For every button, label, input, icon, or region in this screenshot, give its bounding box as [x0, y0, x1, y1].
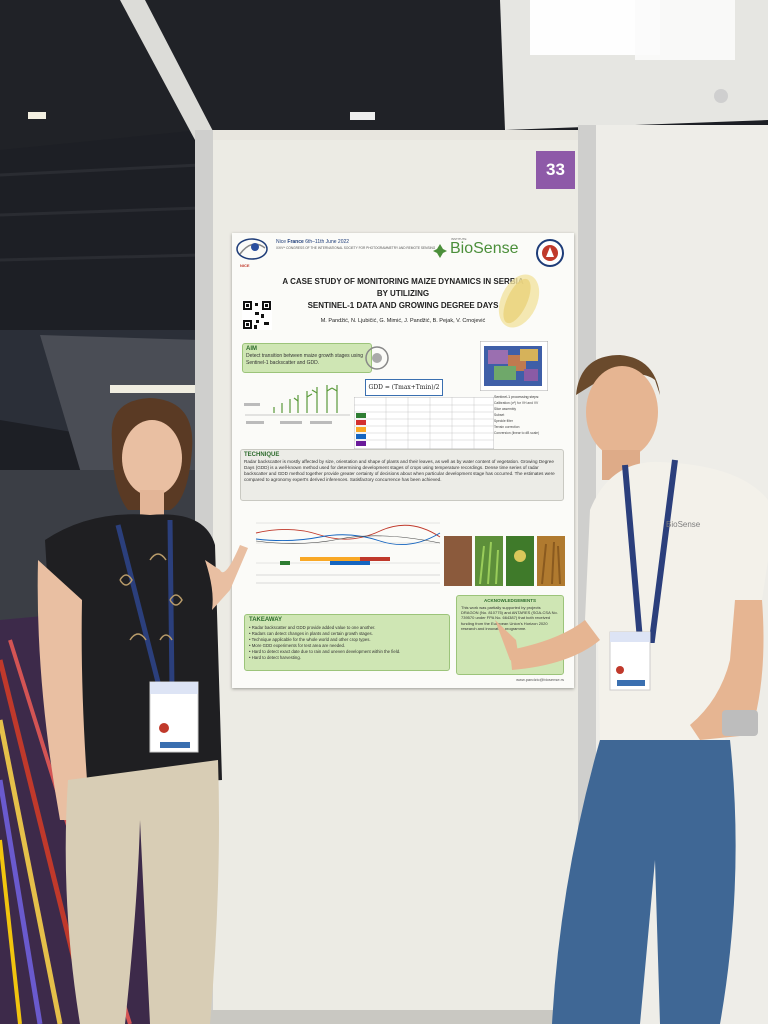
takeaway-list: • Radar backscatter and GDD provide adde…	[249, 625, 447, 661]
booth-number-badge: 33	[536, 151, 575, 189]
institute-label: INSTITUTE	[451, 237, 467, 241]
technique-heading: TECHNIQUE	[244, 452, 280, 458]
backscatter-timeseries-figure	[250, 513, 446, 603]
aim-text: Detect transition between maize growth s…	[246, 353, 364, 366]
takeaway-item: • Hard to detect exact date due to rain …	[249, 649, 401, 654]
sentinel-step: Terrain correction	[494, 425, 520, 429]
poster-title-line1: A CASE STUDY OF MONITORING MAIZE DYNAMIC…	[282, 277, 524, 286]
sentinel-step: Calibration (σ⁰) for VH and VV	[494, 401, 539, 405]
takeaway-section: TAKEAWAY • Radar backscatter and GDD pro…	[244, 614, 450, 671]
acknowledgements-text: This work was partially supported by pro…	[461, 605, 558, 631]
growth-stages-figure	[244, 385, 350, 424]
qr-code-icon	[242, 300, 272, 330]
maize-cob-illustration	[498, 274, 540, 328]
aim-section: AIM Detect transition between maize grow…	[242, 343, 372, 373]
takeaway-item: • Radar backscatter and GDD provide adde…	[249, 625, 376, 630]
poster-title-line3: SENTINEL-1 DATA AND GROWING DEGREE DAYS	[307, 301, 499, 310]
conference-logo	[236, 238, 268, 260]
poster-authors: M. Pandžić, N. Ljubičić, G. Mimić, J. Pa…	[320, 318, 486, 324]
conference-line: XXIVᵗʰ CONGRESS OF THE INTERNATIONAL SOC…	[276, 246, 436, 250]
conference-logo-city: NICE	[240, 263, 250, 268]
conference-poster: Nice France 6th–11th June 2022 XXIVᵗʰ CO…	[232, 233, 574, 688]
crop-photos-strip	[444, 536, 565, 586]
sentinel-steps-heading: Sentinel-1 processing steps:	[494, 395, 540, 399]
takeaway-item: • Technique applicable for the whole wor…	[249, 637, 371, 642]
biosense-leaf-icon	[433, 244, 447, 258]
university-seal-icon	[536, 239, 564, 267]
takeaway-item: • Hard to detect harvesting.	[249, 655, 301, 660]
sentinel-step: Conversion (linear to dB scale)	[494, 431, 540, 435]
contact-email: www.pandzic@biosense.rs	[516, 677, 564, 682]
takeaway-item: • More GDD experiments for test area are…	[249, 643, 346, 648]
sentinel-steps-list: Sentinel-1 processing steps: Calibration…	[494, 395, 569, 435]
technique-text: Radar backscatter is mostly affected by …	[244, 459, 555, 482]
poster-title-line2: BY UTILIZING	[376, 289, 430, 298]
takeaway-heading: TAKEAWAY	[249, 617, 283, 623]
shirt-logo: BioSense	[666, 520, 701, 529]
aim-heading: AIM	[246, 346, 257, 352]
sentinel-step: Speckle filter	[494, 419, 513, 423]
sentinel-step: Slice assembly	[494, 407, 516, 411]
takeaway-item: • Radars can detect changes in plants an…	[249, 631, 373, 636]
conference-location: Nice France 6th–11th June 2022	[276, 239, 350, 245]
sentinel-map-image	[480, 341, 548, 391]
acknowledgements-heading: ACKNOWLEDGEMENTS	[484, 598, 536, 603]
climate-change-logo	[365, 346, 389, 370]
sentinel-step: Subset	[494, 413, 505, 417]
institute-name: BioSense	[450, 240, 519, 257]
technique-section: TECHNIQUE Radar backscatter is mostly af…	[240, 449, 564, 501]
results-table	[354, 397, 494, 449]
